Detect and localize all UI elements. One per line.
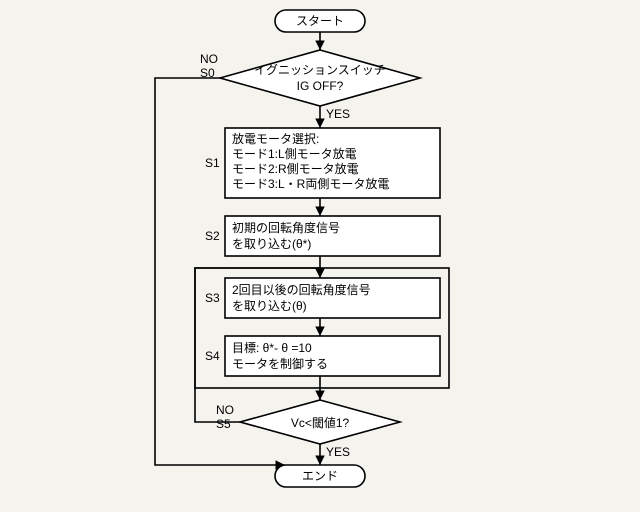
s4-l1: モータを制御する [232, 356, 328, 371]
process-s2: 初期の回転角度信号 を取り込む(θ*) [225, 216, 440, 256]
s5-no: NO [216, 403, 234, 417]
start-label: スタート [296, 14, 344, 28]
process-s1: 放電モータ選択: モード1:L側モータ放電 モード2:R側モータ放電 モード3:… [225, 128, 440, 198]
s3-l0: 2回目以後の回転角度信号 [232, 282, 371, 297]
s5-label: S5 [216, 417, 231, 431]
s4-label: S4 [205, 349, 220, 363]
process-s3: 2回目以後の回転角度信号 を取り込む(θ) [225, 278, 440, 318]
end-label: エンド [302, 469, 338, 483]
s0-yes: YES [326, 107, 350, 121]
terminal-end: エンド [275, 465, 365, 487]
s1-l3: モード3:L・R両側モータ放電 [232, 176, 389, 191]
s1-l1: モード1:L側モータ放電 [232, 146, 357, 161]
s5-yes: YES [326, 445, 350, 459]
s5-text: Vc<閾値1? [291, 415, 350, 430]
s0-no: NO [200, 52, 218, 66]
decision-s0: イグニッションスイッチ IG OFF? [220, 50, 420, 106]
decision-s5: Vc<閾値1? [240, 400, 400, 444]
process-s4: 目標: θ*- θ =10 モータを制御する [225, 336, 440, 376]
s3-label: S3 [205, 291, 220, 305]
s0-line2: IG OFF? [297, 79, 344, 93]
s2-l1: を取り込む(θ*) [232, 237, 311, 251]
flowchart: スタート イグニッションスイッチ IG OFF? NO S0 YES 放電モータ… [0, 0, 640, 512]
s3-l1: を取り込む(θ) [232, 299, 307, 313]
s4-l0: 目標: θ*- θ =10 [232, 341, 312, 355]
s1-l2: モード2:R側モータ放電 [232, 161, 359, 176]
s1-label: S1 [205, 156, 220, 170]
s0-line1: イグニッションスイッチ [254, 63, 386, 77]
s1-l0: 放電モータ選択: [232, 131, 319, 146]
s2-l0: 初期の回転角度信号 [232, 220, 340, 235]
s2-label: S2 [205, 229, 220, 243]
terminal-start: スタート [275, 10, 365, 32]
